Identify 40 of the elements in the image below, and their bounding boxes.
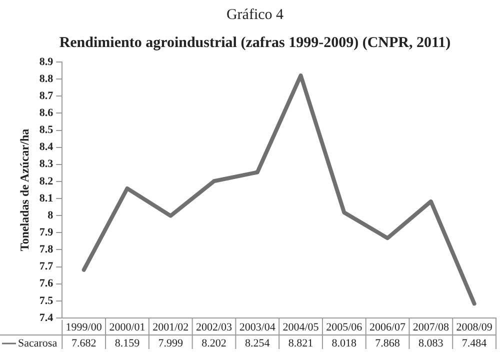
y-tick-label: 8.2 (39, 175, 54, 188)
legend-label: Sacarosa (18, 337, 58, 350)
data-label: 8.254 (245, 337, 270, 350)
y-tick-label: 7.6 (39, 278, 54, 290)
y-tick-label: 8.7 (39, 90, 54, 102)
x-tick-label: 2004/05 (282, 321, 320, 334)
data-label: 8.159 (114, 337, 140, 350)
y-axis-title: Toneladas de Azúcar/ha (17, 128, 32, 252)
chart-subtitle: Rendimiento agroindustrial (zafras 1999-2009) (CNPR, 2011) (59, 34, 451, 51)
x-tick-label: 2007/08 (412, 321, 450, 334)
x-tick-label: 2000/01 (109, 321, 146, 334)
x-tick-label: 1999/00 (66, 321, 102, 334)
y-tick-label: 8.5 (39, 124, 54, 136)
y-tick-label: 7.5 (39, 294, 54, 307)
data-label: 8.018 (332, 337, 358, 350)
x-tick-label: 2002/03 (196, 321, 233, 334)
y-tick-label: 8.6 (39, 107, 54, 120)
y-tick-label: 7.7 (39, 260, 54, 273)
chart-title: Gráfico 4 (226, 6, 284, 23)
y-tick-label: 7.4 (39, 312, 54, 324)
data-label: 7.868 (375, 337, 400, 350)
y-tick-label: 8.1 (39, 192, 54, 204)
y-tick-label: 8.9 (39, 56, 54, 68)
data-label: 8.821 (288, 337, 314, 350)
x-tick-label: 2001/02 (152, 321, 189, 334)
x-tick-label: 2008/09 (456, 321, 493, 334)
y-tick-label: 8 (48, 209, 54, 222)
y-tick-label: 8.8 (39, 72, 54, 85)
data-label: 7.682 (71, 337, 96, 350)
data-label: 8.202 (202, 337, 226, 350)
data-label: 7.999 (158, 337, 184, 350)
y-tick-label: 8.4 (39, 141, 54, 154)
x-tick-label: 2005/06 (326, 321, 363, 334)
y-tick-label: 8.3 (39, 158, 54, 170)
data-label: 8.083 (418, 337, 444, 350)
y-tick-label: 7.8 (39, 244, 54, 256)
y-tick-label: 7.9 (39, 226, 54, 239)
x-tick-label: 2003/04 (239, 321, 276, 334)
x-tick-label: 2006/07 (370, 321, 406, 334)
data-label: 7.484 (462, 337, 488, 350)
